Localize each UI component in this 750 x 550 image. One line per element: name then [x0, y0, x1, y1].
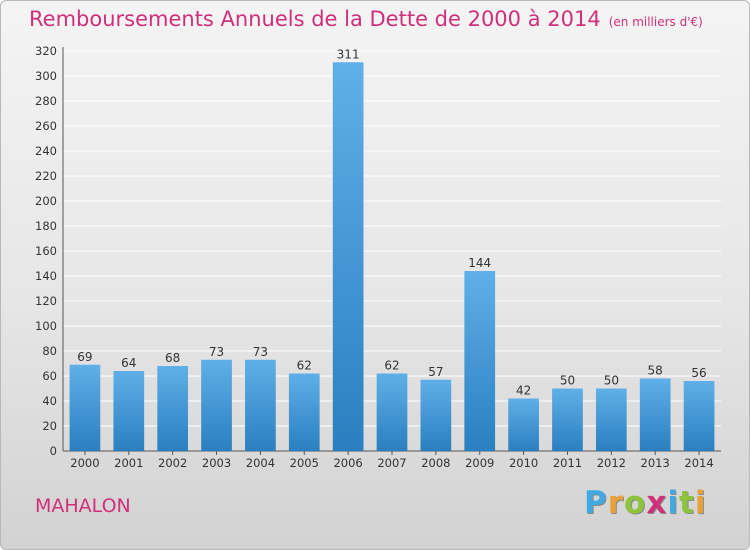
- data-label-2003: 73: [209, 345, 224, 359]
- data-label-2001: 64: [121, 356, 136, 370]
- bar-2007: [376, 373, 408, 451]
- x-tick-label-2009: 2009: [465, 456, 494, 470]
- y-tick-label-200: 200: [35, 194, 57, 208]
- y-tick-label-180: 180: [35, 219, 57, 233]
- bar-2014: [683, 381, 715, 451]
- bar-2006: [332, 62, 364, 451]
- data-label-2008: 57: [428, 365, 443, 379]
- x-tick-label-2000: 2000: [70, 456, 99, 470]
- data-label-2000: 69: [77, 350, 92, 364]
- x-tick-label-2004: 2004: [246, 456, 275, 470]
- y-tick-label-240: 240: [35, 144, 57, 158]
- data-label-2002: 68: [165, 351, 180, 365]
- x-tick-label-2001: 2001: [114, 456, 143, 470]
- x-tick-label-2012: 2012: [597, 456, 626, 470]
- x-tick-label-2002: 2002: [158, 456, 187, 470]
- brand-logo: Proxiti: [584, 485, 706, 521]
- bar-2000: [69, 364, 101, 451]
- data-label-2012: 50: [604, 374, 619, 388]
- x-tick-label-2014: 2014: [684, 456, 713, 470]
- data-label-2004: 73: [253, 345, 268, 359]
- brand-letter-3: x: [646, 485, 668, 521]
- data-label-2010: 42: [516, 384, 531, 398]
- data-label-2005: 62: [297, 359, 312, 373]
- y-tick-label-80: 80: [42, 344, 57, 358]
- y-tick-label-40: 40: [42, 394, 57, 408]
- x-tick-label-2006: 2006: [333, 456, 362, 470]
- bar-2009: [464, 271, 496, 451]
- bar-2001: [113, 371, 145, 451]
- y-tick-label-0: 0: [50, 444, 57, 458]
- bar-2008: [420, 379, 452, 451]
- chart-title: Remboursements Annuels de la Dette de 20…: [29, 7, 703, 31]
- x-tick-label-2003: 2003: [202, 456, 231, 470]
- x-tick-label-2011: 2011: [553, 456, 582, 470]
- y-tick-label-60: 60: [42, 369, 57, 383]
- y-tick-label-160: 160: [35, 244, 57, 258]
- y-tick-label-140: 140: [35, 269, 57, 283]
- data-label-2014: 56: [691, 366, 706, 380]
- y-tick-label-260: 260: [35, 119, 57, 133]
- commune-name: MAHALON: [35, 495, 131, 517]
- x-tick-label-2007: 2007: [377, 456, 406, 470]
- brand-letter-6: i: [694, 485, 707, 521]
- bar-2011: [552, 388, 583, 451]
- x-tick-label-2008: 2008: [421, 456, 450, 470]
- bar-2013: [639, 378, 671, 451]
- y-tick-label-300: 300: [35, 69, 57, 83]
- data-label-2006: 311: [337, 47, 360, 61]
- y-tick-label-280: 280: [35, 94, 57, 108]
- y-tick-label-320: 320: [35, 44, 57, 58]
- y-tick-label-220: 220: [35, 169, 57, 183]
- x-tick-label-2010: 2010: [509, 456, 538, 470]
- y-tick-label-100: 100: [35, 319, 57, 333]
- bar-2010: [508, 398, 539, 451]
- brand-letter-5: t: [678, 485, 695, 521]
- data-label-2011: 50: [560, 374, 575, 388]
- y-tick-label-120: 120: [35, 294, 57, 308]
- x-tick-label-2013: 2013: [641, 456, 670, 470]
- bar-2003: [201, 359, 232, 451]
- brand-letter-1: r: [607, 485, 625, 521]
- chart-subtitle: (en milliers d'€): [608, 15, 703, 29]
- data-label-2013: 58: [648, 364, 663, 378]
- bar-2005: [288, 373, 320, 451]
- data-label-2009: 144: [468, 256, 491, 270]
- brand-letter-4: i: [667, 485, 679, 521]
- brand-letter-0: P: [584, 485, 608, 521]
- data-label-2007: 62: [384, 359, 399, 373]
- bar-2012: [595, 388, 627, 451]
- x-tick-label-2005: 2005: [290, 456, 319, 470]
- bar-2004: [245, 359, 276, 451]
- y-tick-label-20: 20: [42, 419, 57, 433]
- bar-2002: [157, 366, 189, 451]
- brand-letter-2: o: [624, 485, 647, 521]
- chart-title-text: Remboursements Annuels de la Dette de 20…: [29, 7, 601, 31]
